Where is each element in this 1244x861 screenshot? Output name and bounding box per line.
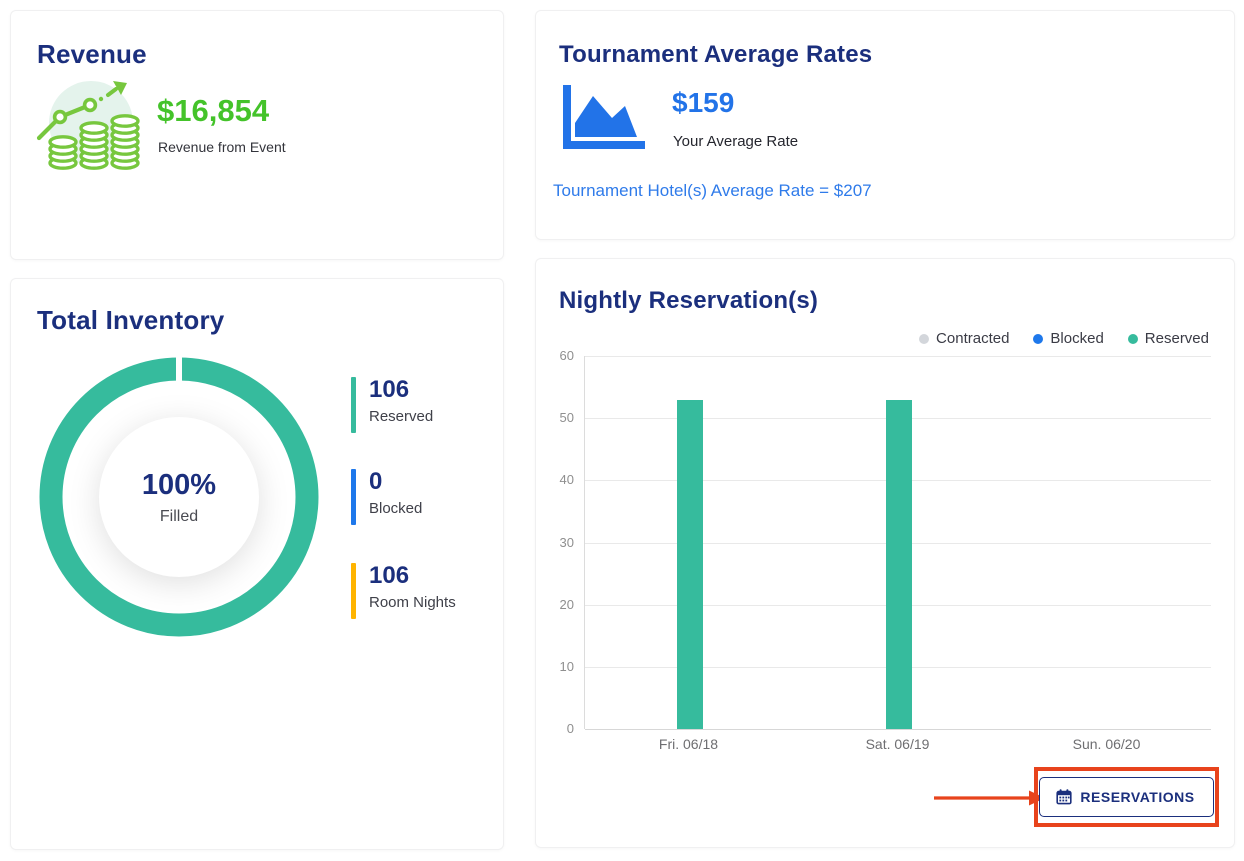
x-tick-label: Sat. 06/19: [865, 736, 930, 752]
legend-item-blocked[interactable]: Blocked: [1033, 330, 1104, 347]
filled-percent: 100%: [141, 468, 217, 501]
blocked-dot-icon: [1033, 333, 1044, 344]
bar-reserved-Fri. 06/18: [676, 399, 703, 729]
total-inventory-card: Total Inventory 100% Filled 106 Reserved…: [10, 278, 504, 850]
inventory-legend-blocked: 0 Blocked: [351, 468, 423, 525]
blocked-label: Blocked: [369, 500, 423, 518]
gridline: [585, 729, 1211, 730]
reserved-color-bar: [351, 377, 356, 433]
contracted-legend-label: Contracted: [936, 330, 1010, 347]
contracted-dot-icon: [919, 333, 930, 344]
tournament-hotels-average-rate-link[interactable]: Tournament Hotel(s) Average Rate = $207: [553, 181, 872, 200]
y-tick-label: 50: [559, 410, 574, 426]
legend-item-reserved[interactable]: Reserved: [1127, 330, 1209, 347]
chart-legend: Contracted Blocked Reserved: [919, 330, 1209, 347]
donut-center: 100% Filled: [99, 417, 259, 577]
inventory-card-title: Total Inventory: [37, 305, 225, 335]
blocked-color-bar: [351, 469, 356, 525]
nightly-chart-area: 0 10 20 30 40 50 60 Fri. 06/18 Sat. 06/19 Sun. 06…: [536, 348, 1236, 760]
annotation-highlight-box: RESERVATIONS: [1034, 767, 1219, 827]
y-tick-label: 0: [566, 721, 574, 736]
rates-card-title: Tournament Average Rates: [559, 41, 873, 68]
area-chart-icon: [563, 85, 645, 149]
filled-caption: Filled: [159, 507, 199, 525]
revenue-card-title: Revenue: [37, 39, 147, 69]
y-tick-label: 20: [559, 596, 574, 612]
reserved-legend-label: Reserved: [1144, 330, 1209, 347]
reservations-button-label: RESERVATIONS: [1080, 789, 1195, 805]
annotation-arrow-icon: [934, 790, 1045, 806]
y-tick-label: 60: [559, 348, 574, 363]
nightly-chart-plot: [584, 356, 1211, 730]
revenue-card: Revenue $16,854 Revenu: [10, 10, 504, 260]
nightly-reservations-title: Nightly Reservation(s): [559, 287, 819, 314]
y-tick-label: 10: [559, 658, 574, 674]
legend-item-contracted[interactable]: Contracted: [919, 330, 1009, 347]
average-rate-value: $159: [672, 87, 735, 118]
y-tick-label: 40: [559, 472, 574, 488]
tournament-average-rates-card: Tournament Average Rates $159 Your Avera…: [535, 10, 1235, 240]
reserved-dot-icon: [1127, 333, 1138, 344]
y-tick-label: 30: [559, 534, 574, 550]
inventory-legend-reserved: 106 Reserved: [351, 376, 434, 433]
revenue-value: $16,854: [157, 93, 270, 128]
room-nights-count: 106: [369, 562, 410, 589]
room-nights-color-bar: [351, 563, 356, 619]
gridline: [585, 356, 1211, 357]
room-nights-label: Room Nights: [369, 594, 456, 612]
average-rate-caption: Your Average Rate: [673, 133, 799, 150]
donut-ring: [39, 355, 319, 637]
x-tick-label: Sun. 06/20: [1072, 736, 1141, 752]
coins-growth-icon: [36, 81, 140, 170]
calendar-icon: [1056, 789, 1073, 805]
revenue-caption: Revenue from Event: [158, 139, 286, 155]
reserved-label: Reserved: [369, 408, 434, 426]
reservations-button[interactable]: RESERVATIONS: [1039, 777, 1214, 817]
nightly-reservations-card: Nightly Reservation(s) Contracted Blocke…: [535, 258, 1235, 848]
reserved-count: 106: [369, 376, 410, 403]
inventory-donut-chart: 100% Filled: [39, 355, 319, 637]
inventory-legend-room-nights: 106 Room Nights: [351, 562, 456, 619]
blocked-count: 0: [369, 468, 383, 495]
blocked-legend-label: Blocked: [1050, 330, 1104, 347]
x-tick-label: Fri. 06/18: [658, 736, 719, 752]
bar-reserved-Sat. 06/19: [885, 399, 912, 729]
